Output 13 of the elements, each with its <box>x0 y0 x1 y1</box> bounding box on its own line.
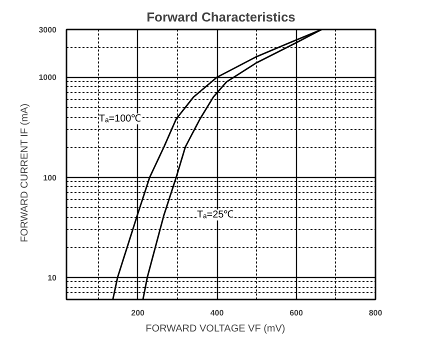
x-tick-label: 400 <box>210 308 224 318</box>
x-tick-label: 800 <box>368 308 383 318</box>
x-tick-label: 600 <box>290 308 304 318</box>
chart-title: Forward Characteristics <box>146 10 296 24</box>
y-tick-label: 3000 <box>38 26 58 34</box>
y-tick-label: 10 <box>48 273 58 282</box>
x-tick-label: 200 <box>131 308 146 318</box>
y-axis-title: FORWARD CURRENT IF (mA) <box>20 104 31 242</box>
y-tick-label: 1000 <box>38 73 58 82</box>
y-tick-label: 100 <box>43 173 58 182</box>
text: Tₐ=100℃ <box>98 113 142 124</box>
x-axis-title: FORWARD VOLTAGE VF (mV) <box>146 324 286 334</box>
text: Tₐ=25℃ <box>196 209 234 220</box>
